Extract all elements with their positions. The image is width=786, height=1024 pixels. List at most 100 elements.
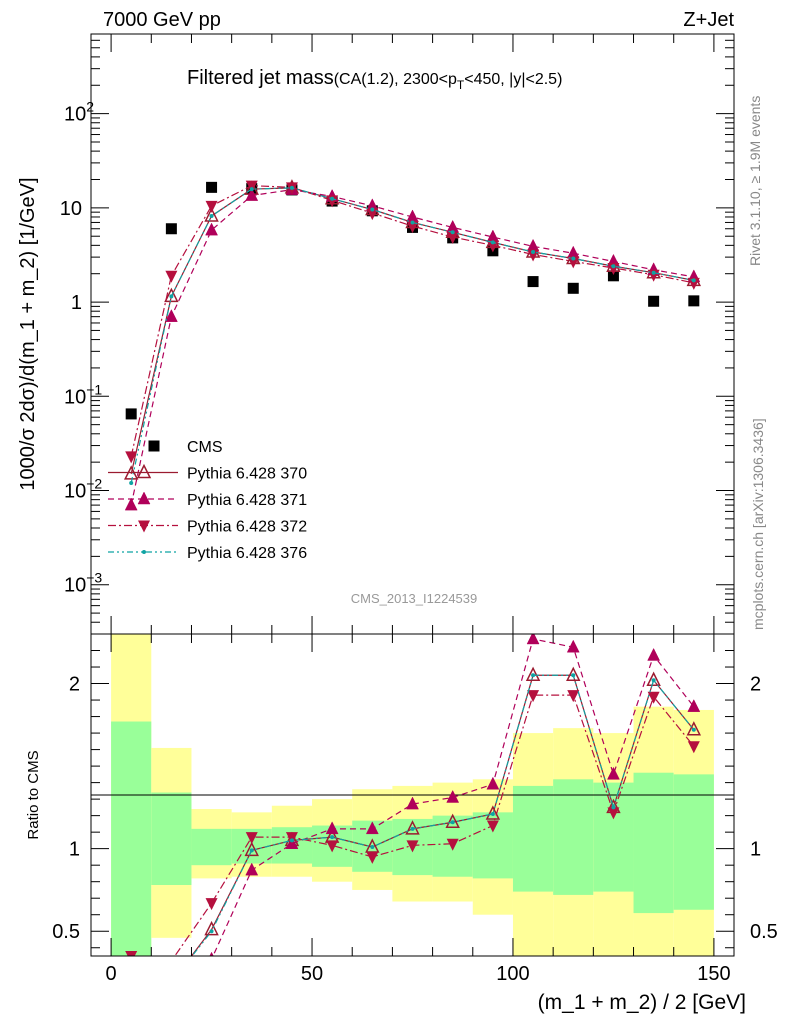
ratio-point-p376-13 — [651, 678, 656, 683]
point-p371-11 — [566, 245, 580, 259]
ratio-point-p370-9 — [485, 805, 501, 820]
ratio-point-p372-2 — [205, 898, 218, 911]
main-plot-frame — [90, 33, 735, 635]
point-p376-7 — [410, 220, 415, 225]
point-p376-11 — [571, 256, 576, 261]
y-tick-label-2: 10−1 — [64, 381, 102, 408]
legend-label-p371: Pythia 6.428 371 — [187, 492, 307, 509]
point-p376-2 — [209, 213, 214, 218]
point-cms-14 — [688, 295, 700, 307]
legend-entry-p376: Pythia 6.428 376 — [108, 545, 307, 562]
band-inner-1 — [151, 792, 192, 885]
ratio-point-p371-8 — [446, 789, 460, 803]
ratio-point-p372-11 — [567, 690, 580, 703]
ratio-point-p371-5 — [325, 821, 339, 835]
point-p372-11 — [567, 256, 580, 269]
legend-entry-p370: Pythia 6.428 370 — [108, 463, 307, 483]
point-cms-2 — [206, 181, 218, 193]
ratio-point-p371-13 — [647, 647, 661, 661]
ratio-point-p372-10 — [527, 690, 540, 703]
ratio-uncertainty-bands — [111, 634, 714, 956]
y-tick-label-3: 1 — [71, 292, 82, 314]
y-axis-label-main: 1000/σ 2dσ)/d(m_1 + m_2) [1/GeV] — [17, 177, 39, 490]
point-p372-12 — [607, 262, 620, 275]
point-p376-14 — [691, 278, 696, 283]
side-text-mcplots: mcplots.cern.ch [arXiv:1306.3436] — [750, 418, 766, 630]
legend-entry-cms: CMS — [148, 439, 223, 456]
ratio-line-p371 — [212, 638, 695, 956]
ratio-point-p372-7 — [406, 840, 419, 853]
ratio-point-p372-0 — [125, 951, 138, 956]
ratio-y-tick-label-left-2: 2 — [69, 674, 80, 696]
point-p376-4 — [289, 185, 294, 190]
point-p372-7 — [406, 221, 419, 234]
legend-label-p370: Pythia 6.428 370 — [187, 466, 307, 483]
point-p376-8 — [450, 230, 455, 235]
ratio-y-tick-label-right-2: 2 — [750, 674, 761, 696]
ratio-point-p371-7 — [406, 796, 419, 810]
point-cms-12 — [607, 270, 619, 282]
ratio-series-p372 — [125, 690, 700, 956]
ratio-point-p372-14 — [687, 741, 700, 754]
point-p376-1 — [169, 294, 174, 299]
legend-marker-p371 — [137, 491, 151, 505]
ratio-point-p370-2 — [204, 920, 219, 936]
ratio-point-p376-3 — [249, 848, 254, 853]
point-p371-0 — [124, 497, 138, 511]
legend-label-p376: Pythia 6.428 376 — [187, 545, 307, 562]
point-p371-2 — [205, 222, 218, 236]
ratio-point-p372-4 — [285, 832, 298, 845]
legend-entry-p371: Pythia 6.428 371 — [108, 491, 307, 509]
point-p376-10 — [531, 249, 536, 254]
ratio-y-tick-label-right-0: 0.5 — [750, 921, 778, 943]
legend-marker-p370 — [136, 463, 152, 479]
analysis-id: CMS_2013_I1224539 — [351, 591, 478, 606]
ratio-series-p376 — [191, 673, 696, 956]
ratio-point-p376-8 — [450, 820, 455, 825]
point-p372-2 — [205, 200, 218, 213]
point-p376-5 — [330, 196, 335, 201]
ratio-point-p371-14 — [687, 699, 701, 712]
ratio-y-tick-label-left-1: 1 — [69, 839, 80, 861]
ratio-point-p371-10 — [526, 634, 540, 645]
point-p376-3 — [249, 187, 254, 192]
ratio-point-p376-9 — [490, 811, 495, 816]
ratio-point-p371-1 — [165, 987, 177, 999]
plot-title: Filtered jet mass(CA(1.2), 2300<pT<450, … — [187, 67, 562, 92]
point-p372-14 — [687, 277, 700, 290]
header-right: Z+Jet — [683, 9, 734, 31]
point-p376-0 — [129, 481, 134, 486]
y-tick-label-0: 10−3 — [64, 570, 102, 597]
point-p372-3 — [245, 180, 258, 193]
x-tick-label-0: 0 — [106, 963, 117, 985]
ratio-point-p372-8 — [446, 838, 459, 851]
ratio-point-p370-10 — [525, 666, 541, 682]
ratio-point-p376-4 — [289, 838, 294, 843]
ratio-point-p371-0 — [125, 990, 137, 1002]
side-text-rivet: Rivet 3.1.10, ≥ 1.9M events — [747, 96, 763, 266]
point-p372-8 — [446, 232, 459, 245]
ratio-point-p372-12 — [607, 807, 620, 820]
ratio-point-p371-6 — [365, 821, 379, 835]
legend-label-cms: CMS — [187, 439, 223, 456]
ratio-point-p370-0 — [125, 969, 137, 981]
ratio-point-p371-9 — [486, 776, 500, 790]
point-cms-11 — [567, 282, 579, 294]
series-line-p371 — [130, 189, 694, 506]
header-left: 7000 GeV pp — [103, 9, 221, 31]
y-tick-label-4: 10 — [60, 198, 82, 220]
band-inner-0 — [111, 721, 152, 956]
legend-marker-p376 — [142, 550, 146, 554]
y-axis-label-ratio: Ratio to CMS — [25, 750, 42, 839]
point-p376-12 — [611, 264, 616, 269]
series-p376 — [129, 185, 696, 486]
ratio-point-p372-13 — [647, 691, 660, 704]
point-cms-1 — [165, 223, 177, 235]
band-inner-2 — [191, 828, 232, 866]
ratio-point-p370-11 — [566, 666, 581, 682]
ratio-plot-frame — [90, 633, 735, 957]
ratio-series-p371 — [125, 634, 701, 1002]
y-tick-label-5: 102 — [64, 99, 94, 126]
series-p372 — [125, 180, 700, 464]
